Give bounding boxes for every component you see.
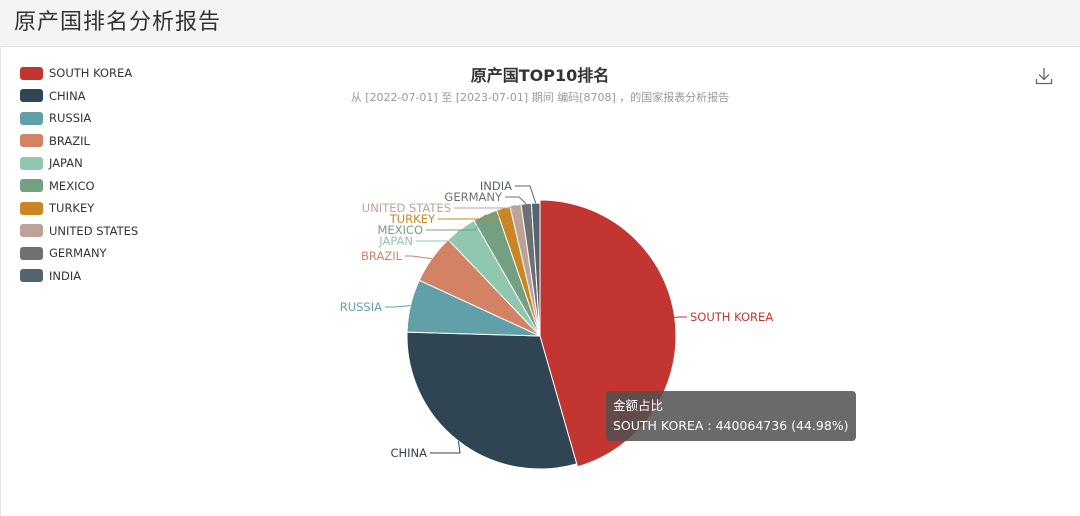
page-header: 原产国排名分析报告 <box>0 0 1080 47</box>
legend-label: BRAZIL <box>49 133 90 148</box>
page-title: 原产国排名分析报告 <box>14 10 222 35</box>
legend-label: GERMANY <box>49 246 107 261</box>
legend-item[interactable]: RUSSIA <box>20 107 138 130</box>
legend-label: JAPAN <box>49 156 83 171</box>
slice-label: INDIA <box>480 179 512 193</box>
slice-label: MEXICO <box>377 223 423 237</box>
legend-swatch <box>20 89 43 103</box>
chart-tooltip: 金额占比 SOUTH KOREA : 440064736 (44.98%) <box>606 391 856 441</box>
legend-swatch <box>20 224 43 238</box>
legend-label: SOUTH KOREA <box>49 66 133 81</box>
legend-swatch <box>20 246 43 260</box>
label-line <box>438 207 504 220</box>
slice-label: BRAZIL <box>361 249 403 263</box>
label-line <box>505 196 527 205</box>
label-line <box>515 185 537 204</box>
legend-item[interactable]: TURKEY <box>20 197 138 220</box>
legend-item[interactable]: MEXICO <box>20 175 138 198</box>
label-line <box>430 440 461 454</box>
legend-label: RUSSIA <box>49 111 92 126</box>
tooltip-title: 金额占比 <box>613 398 664 413</box>
legend-label: TURKEY <box>49 201 95 216</box>
legend-swatch <box>20 269 43 283</box>
legend-swatch <box>20 156 43 170</box>
legend-item[interactable]: UNITED STATES <box>20 220 138 243</box>
slice-label: SOUTH KOREA <box>690 310 773 324</box>
legend-item[interactable]: GERMANY <box>20 242 138 265</box>
legend-label: UNITED STATES <box>49 223 139 238</box>
slice-label: JAPAN <box>378 234 413 248</box>
tooltip-text: SOUTH KOREA : 440064736 (44.98%) <box>613 418 849 433</box>
slice-label: GERMANY <box>444 190 503 204</box>
slice-label: RUSSIA <box>340 300 382 314</box>
chart-legend: SOUTH KOREA CHINA RUSSIA BRAZIL JAPAN MEXICO T… <box>20 62 138 287</box>
label-line <box>385 305 411 308</box>
slice-label: UNITED STATES <box>362 201 451 215</box>
label-line <box>454 204 516 209</box>
legend-item[interactable]: CHINA <box>20 85 138 108</box>
legend-item[interactable]: JAPAN <box>20 152 138 175</box>
legend-label: MEXICO <box>49 178 95 193</box>
label-line <box>426 214 486 231</box>
label-line <box>405 255 432 260</box>
legend-swatch <box>20 179 43 193</box>
legend-item[interactable]: BRAZIL <box>20 130 138 153</box>
download-icon[interactable] <box>1034 66 1054 86</box>
legend-label: CHINA <box>49 88 86 103</box>
legend-swatch <box>20 111 43 125</box>
legend-swatch <box>20 134 43 148</box>
chart-subtitle: 从 [2022-07-01] 至 [2023-07-01] 期间 编码[8708… <box>350 91 730 104</box>
legend-item[interactable]: SOUTH KOREA <box>20 62 138 85</box>
legend-item[interactable]: INDIA <box>20 265 138 288</box>
label-line <box>416 229 461 242</box>
chart-title: 原产国TOP10排名 <box>470 66 610 85</box>
slice-label: TURKEY <box>389 212 436 226</box>
legend-label: INDIA <box>49 268 82 283</box>
pie-slice[interactable] <box>406 331 578 470</box>
slice-label: CHINA <box>390 446 427 460</box>
legend-swatch <box>20 66 43 80</box>
legend-swatch <box>20 201 43 215</box>
